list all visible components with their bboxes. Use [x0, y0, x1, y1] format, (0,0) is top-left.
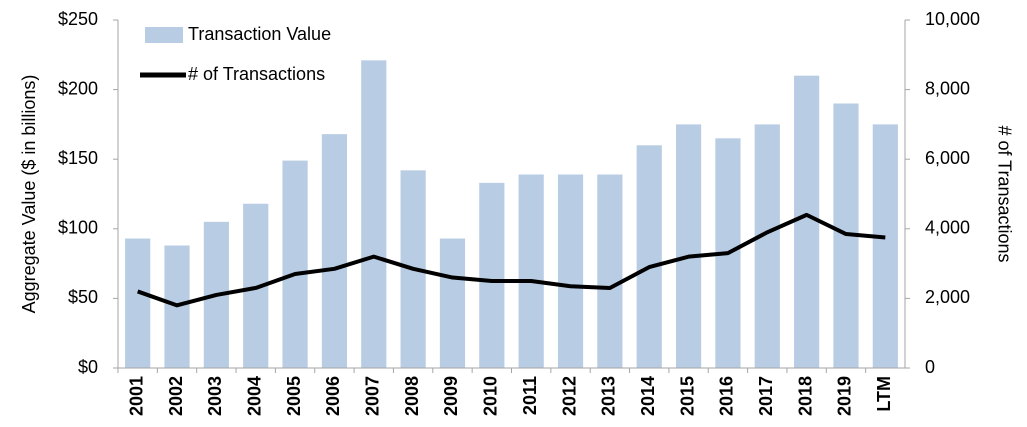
- x-tick-label: 2013: [599, 376, 619, 416]
- x-tick-label: 2015: [677, 376, 697, 416]
- y-tick-label: $0: [78, 357, 98, 377]
- x-tick-label: 2003: [205, 376, 225, 416]
- bar: [557, 174, 584, 368]
- bar: [754, 124, 780, 369]
- bar: [439, 238, 466, 368]
- legend-swatch: [145, 27, 183, 43]
- y2-tick-label: 8,000: [925, 78, 970, 98]
- bar: [597, 174, 623, 368]
- y-axis-label: Aggregate Value ($ in billions): [19, 75, 39, 314]
- bar: [636, 145, 662, 368]
- bar: [872, 124, 898, 369]
- y2-tick-label: 2,000: [925, 287, 970, 307]
- bar: [518, 174, 544, 368]
- x-tick-label: 2019: [835, 376, 855, 416]
- y-tick-label: $250: [58, 9, 98, 29]
- y2-tick-label: 6,000: [925, 148, 970, 168]
- bar: [361, 60, 387, 368]
- legend-label: Transaction Value: [188, 24, 331, 44]
- line-series: [137, 212, 886, 308]
- x-tick-label: 2005: [284, 376, 304, 416]
- x-tick-label: 2008: [402, 376, 422, 416]
- x-tick-label: 2014: [638, 376, 658, 416]
- x-tick-label: 2006: [323, 376, 343, 416]
- y-tick-label: $200: [58, 78, 98, 98]
- x-tick-label: 2010: [481, 376, 501, 416]
- x-tick-label: LTM: [874, 376, 894, 412]
- y-tick-label: $100: [58, 218, 98, 238]
- bar: [479, 182, 505, 368]
- legend-label: # of Transactions: [188, 64, 325, 84]
- x-tick-label: 2017: [756, 376, 776, 416]
- bar: [125, 238, 151, 368]
- x-tick-label: 2007: [363, 376, 383, 416]
- bar: [282, 160, 308, 368]
- bar: [794, 75, 820, 369]
- x-tick-label: 2011: [520, 376, 540, 415]
- y2-axis-label: # of Transactions: [994, 125, 1014, 262]
- x-tick-label: 2018: [795, 376, 815, 416]
- y2-tick-label: 10,000: [925, 9, 980, 29]
- x-tick-label: 2001: [126, 376, 146, 416]
- y2-tick-label: 4,000: [925, 218, 970, 238]
- bar: [321, 134, 348, 368]
- x-tick-label: 2009: [441, 376, 461, 416]
- y-tick-label: $150: [58, 148, 98, 168]
- y-tick-label: $50: [68, 287, 98, 307]
- x-tick-label: 2016: [717, 376, 737, 416]
- y2-tick-label: 0: [925, 357, 935, 377]
- bar: [675, 124, 702, 369]
- x-tick-label: 2012: [559, 376, 579, 416]
- x-tick-label: 2004: [244, 376, 264, 416]
- x-tick-label: 2002: [166, 376, 186, 416]
